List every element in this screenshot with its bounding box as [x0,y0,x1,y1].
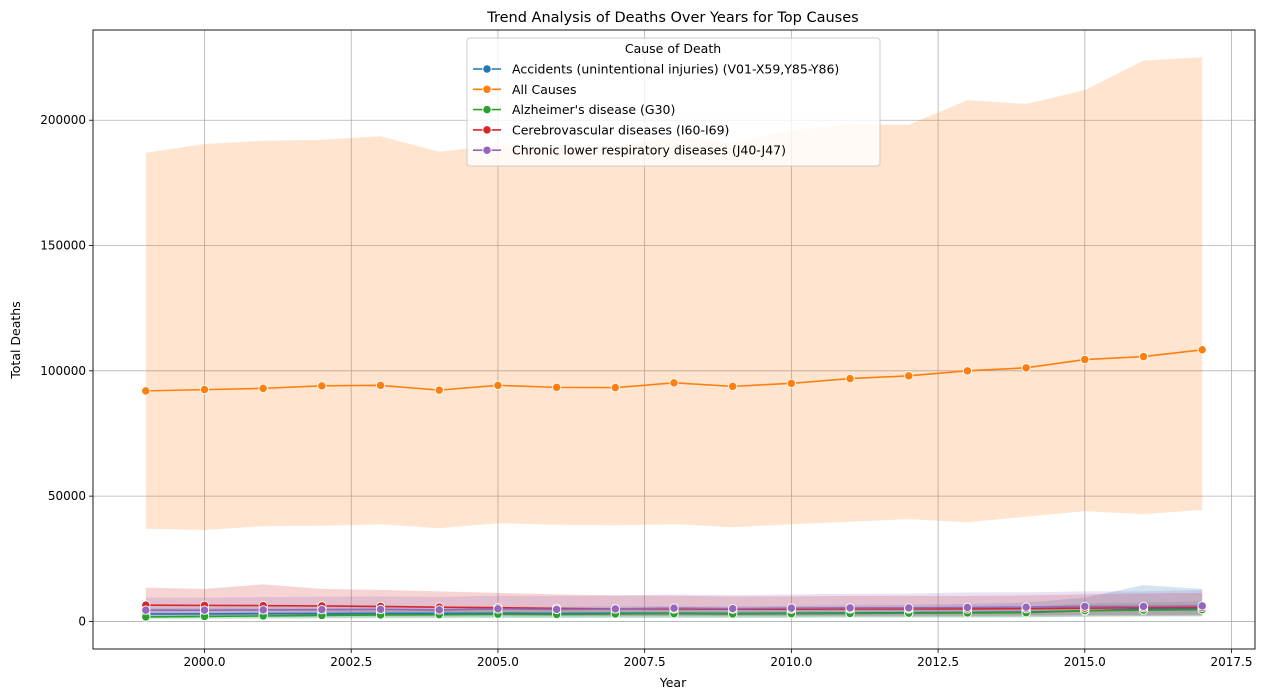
point-series-4 [434,605,444,615]
point-series-1 [258,383,268,394]
x-tick-label: 2010.0 [770,655,812,669]
point-series-4 [199,605,210,615]
point-series-4 [669,603,679,613]
x-tick-label: 2000.0 [184,655,226,669]
legend-label-2: Alzheimer's disease (G30) [512,102,675,117]
point-series-1 [962,366,973,376]
chart-title: Trend Analysis of Deaths Over Years for … [486,10,858,26]
point-series-4 [786,603,797,613]
point-series-1 [669,378,679,388]
point-series-4 [1021,602,1031,612]
point-series-1 [434,385,444,395]
point-series-4 [904,603,914,613]
legend-marker-0 [482,64,492,74]
point-series-1 [786,378,797,389]
y-tick-label: 100000 [40,364,86,378]
point-series-1 [610,382,620,393]
point-series-4 [962,602,973,613]
point-series-4 [845,603,855,613]
x-axis-label: Year [659,675,687,690]
point-series-4 [375,604,386,615]
point-series-1 [1138,351,1149,362]
band-series-1 [145,57,1203,530]
point-series-1 [199,384,210,395]
series-markers [141,345,1207,622]
plot-area-frame [92,29,1256,650]
legend-marker-3 [482,125,492,135]
x-tick-label: 2002.5 [330,655,372,669]
point-series-1 [845,373,855,384]
point-series-4 [493,604,503,614]
point-series-4 [551,604,562,615]
legend-entries: Accidents (unintentional injuries) (V01-… [473,62,839,158]
point-series-1 [1021,363,1031,373]
legend-label-1: All Causes [512,82,577,97]
point-series-4 [610,604,620,614]
point-series-1 [1197,345,1207,355]
point-series-4 [317,605,327,615]
legend-label-3: Cerebrovascular diseases (I60-I69) [512,122,729,137]
point-series-1 [904,371,914,381]
point-series-4 [1080,601,1090,612]
legend-title: Cause of Death [625,41,721,56]
y-tick-label: 150000 [40,239,86,253]
x-tick-label: 2015.0 [1064,655,1106,669]
point-series-1 [1080,354,1090,365]
point-series-4 [1138,601,1149,612]
point-series-1 [375,380,386,391]
point-series-1 [728,381,738,392]
point-series-1 [551,382,562,393]
y-tick-label: 50000 [48,489,86,503]
x-tick-label: 2012.5 [917,655,959,669]
point-series-4 [728,604,738,614]
x-tick-label: 2007.5 [624,655,666,669]
x-tick-label: 2017.5 [1211,655,1253,669]
y-tick-label: 200000 [40,113,86,127]
legend: Cause of Death Accidents (unintentional … [466,37,881,167]
legend-marker-2 [482,104,492,115]
point-series-1 [493,380,503,391]
point-series-4 [1197,601,1207,611]
y-tick-label: 0 [78,614,86,628]
legend-label-4: Chronic lower respiratory diseases (J40-… [512,143,786,158]
legend-label-0: Accidents (unintentional injuries) (V01-… [512,62,839,77]
legend-box [466,37,881,167]
x-tick-label: 2005.0 [477,655,519,669]
x-axis-ticks: 2000.0 2002.5 2005.0 2007.5 2010.0 2012.5 2015… [184,649,1253,669]
point-series-1 [317,381,327,391]
point-series-4 [141,605,151,615]
point-series-4 [258,605,268,615]
legend-marker-4 [482,145,492,155]
point-series-1 [141,386,151,396]
legend-marker-1 [482,84,492,94]
y-axis-ticks: 0 50000 100000 150000 200000 [40,113,93,628]
y-axis-label: Total Deaths [8,301,23,379]
